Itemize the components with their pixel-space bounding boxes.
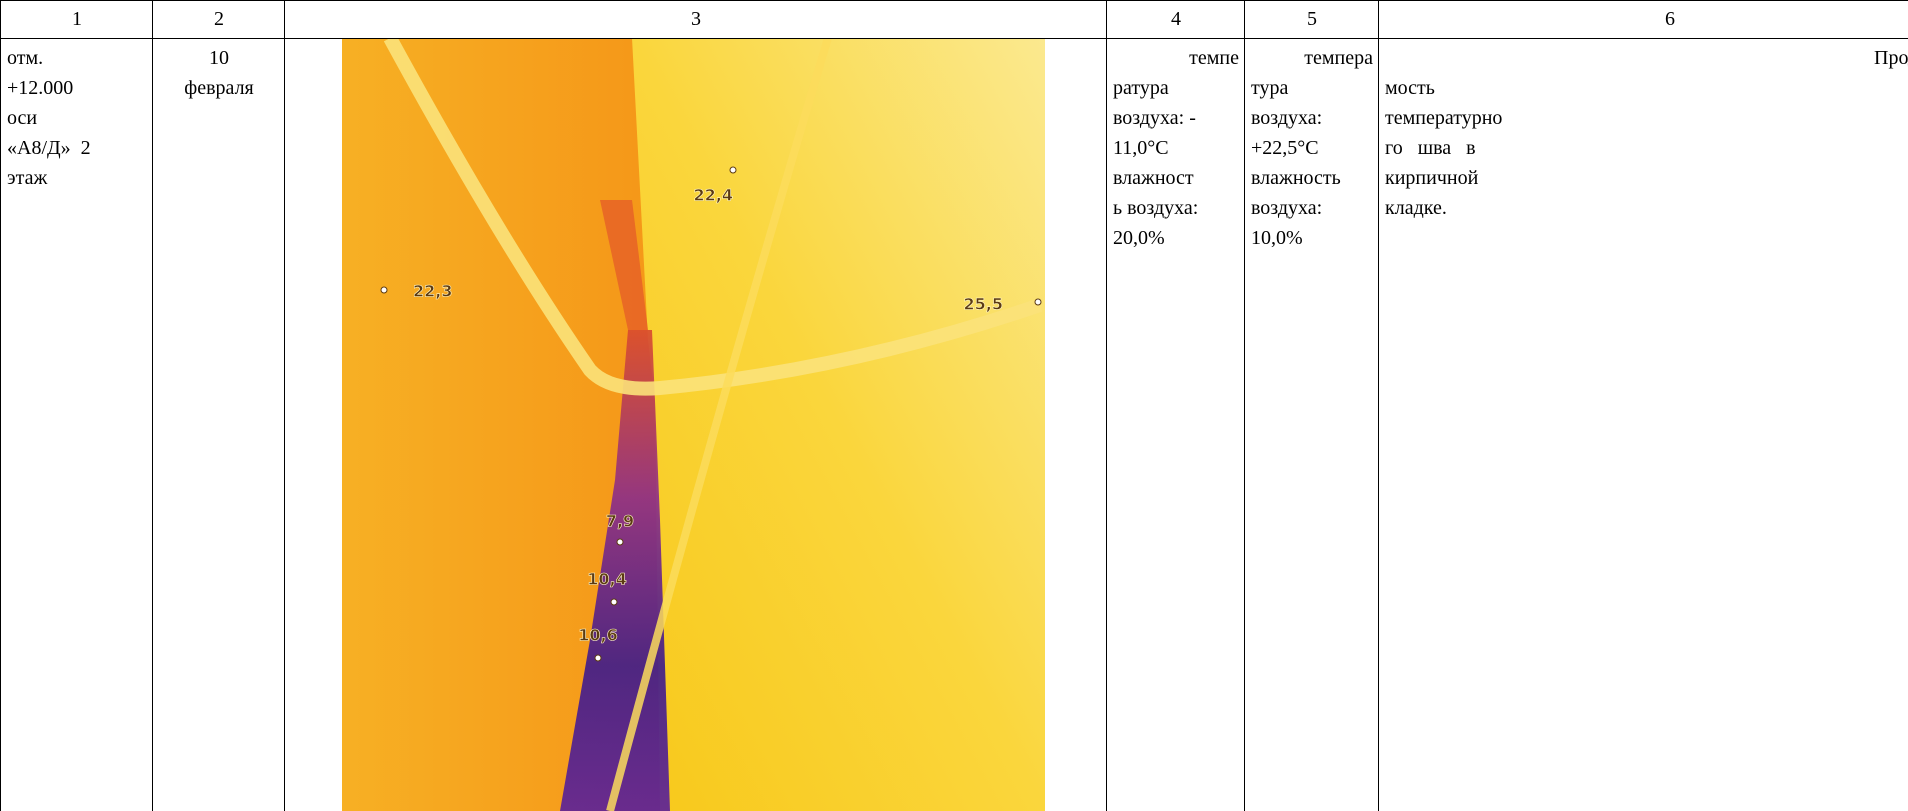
text-line: кладке.	[1385, 193, 1908, 223]
image-cell	[284, 38, 1107, 811]
text-line: влажность	[1251, 163, 1373, 193]
text-line: 10	[159, 43, 279, 73]
text-line: февраля	[159, 73, 279, 103]
header-cell: 3	[284, 0, 1107, 38]
text-line: 10,0%	[1251, 223, 1373, 253]
text-line: температурно	[1385, 103, 1908, 133]
text-line: темпе	[1113, 43, 1239, 73]
text-line: отм.	[7, 43, 147, 73]
text-line: +12.000	[7, 73, 147, 103]
text-line: +22,5°C	[1251, 133, 1373, 163]
text-line: Продувае	[1385, 43, 1908, 73]
header-cell: 2	[152, 0, 285, 38]
text-line: кирпичной	[1385, 163, 1908, 193]
header-cell: 4	[1106, 0, 1245, 38]
text-line: этаж	[7, 163, 147, 193]
text-line: 20,0%	[1113, 223, 1239, 253]
text-line: ратура	[1113, 73, 1239, 103]
text-line: ь воздуха:	[1113, 193, 1239, 223]
text-line: мость	[1385, 73, 1908, 103]
text-line: воздуха: -	[1113, 103, 1239, 133]
document-table: 22,422,325,57,910,410,6 123456отм.+12.00…	[0, 0, 1908, 811]
text-line: 11,0°C	[1113, 133, 1239, 163]
text-line: тура	[1251, 73, 1373, 103]
text-line: влажност	[1113, 163, 1239, 193]
text-line: «А8/Д» 2	[7, 133, 147, 163]
header-cell: 6	[1378, 0, 1908, 38]
text-line: воздуха:	[1251, 103, 1373, 133]
text-line: темпера	[1251, 43, 1373, 73]
defect-cell: Продуваемостьтемпературного шва вкирпичн…	[1378, 38, 1908, 811]
text-line: оси	[7, 103, 147, 133]
text-line: воздуха:	[1251, 193, 1373, 223]
header-cell: 1	[0, 0, 153, 38]
text-line: го шва в	[1385, 133, 1908, 163]
header-cell: 5	[1244, 0, 1379, 38]
